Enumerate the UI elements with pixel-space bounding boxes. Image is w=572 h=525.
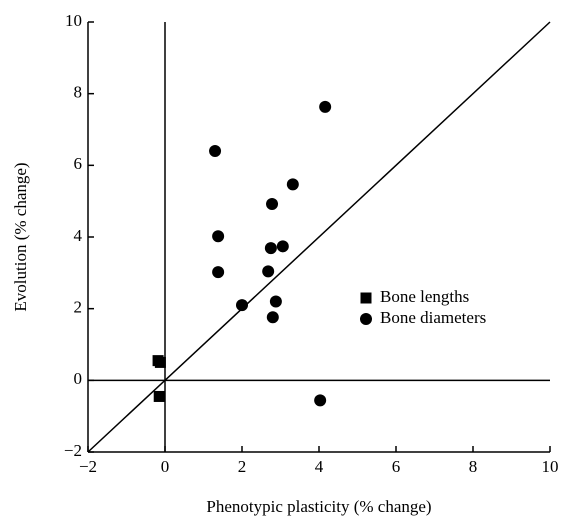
x-tick-label: −2 [79, 457, 97, 476]
x-tick-label: 10 [542, 457, 559, 476]
x-tick-label: 0 [161, 457, 170, 476]
x-axis-label: Phenotypic plasticity (% change) [206, 497, 431, 516]
point [276, 240, 289, 253]
point [236, 299, 248, 312]
point [319, 100, 332, 113]
x-tick-label: 2 [238, 457, 247, 476]
legend-label: Bone lengths [380, 287, 469, 306]
y-tick-label: 4 [74, 226, 83, 245]
y-tick-label: 0 [74, 369, 83, 388]
x-tick-label: 6 [392, 457, 401, 476]
point [286, 178, 299, 191]
point [264, 242, 277, 255]
point [212, 230, 225, 243]
point [209, 145, 222, 157]
identity-line [87, 21, 551, 453]
legend-label: Bone diameters [380, 308, 486, 327]
y-tick-label: 2 [74, 298, 83, 317]
point [266, 198, 279, 211]
point [153, 390, 165, 402]
y-tick-label: −2 [64, 441, 82, 460]
y-tick-label: 6 [74, 154, 83, 173]
point [314, 394, 327, 407]
point [154, 356, 166, 368]
y-axis-label: Evolution (% change) [11, 162, 30, 311]
x-tick-label: 8 [469, 457, 478, 476]
y-tick-label: 8 [74, 83, 83, 102]
point [266, 311, 279, 324]
legend-marker [360, 313, 372, 325]
x-tick-label: 4 [315, 457, 324, 476]
legend-marker [360, 292, 372, 304]
point [262, 265, 275, 278]
point [269, 295, 282, 308]
y-tick-label: 10 [65, 11, 82, 30]
point [212, 266, 225, 279]
